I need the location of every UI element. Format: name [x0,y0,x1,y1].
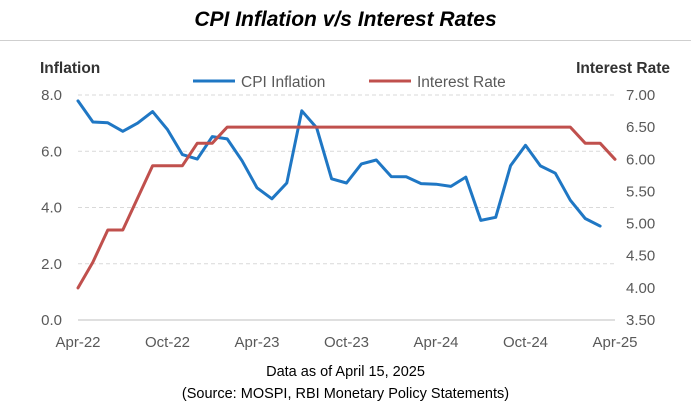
x-tick-label: Apr-23 [234,334,279,351]
x-tick-label: Apr-24 [413,334,458,351]
source-note: (Source: MOSPI, RBI Monetary Policy Stat… [181,386,510,402]
y-left-tick-label: 8.0 [41,87,62,104]
y-right-tick-label: 4.50 [626,248,655,265]
x-tick-label: Apr-22 [55,334,100,351]
x-tick-label: Apr-25 [592,334,637,351]
series-line-cpi-inflation [76,99,602,228]
legend-label-cpi: CPI Inflation [241,74,325,91]
y-right-tick-label: 7.00 [626,87,655,104]
y-right-tick-label: 4.00 [626,280,655,297]
data-date-note: Data as of April 15, 2025 [266,364,425,380]
title-bar: CPI Inflation v/s Interest Rates [0,0,691,41]
y-left-tick-label: 2.0 [41,256,62,273]
y-left-tick-label: 0.0 [41,312,62,329]
y-right-axis-title: Interest Rate [576,60,670,77]
y-right-tick-label: 6.50 [626,119,655,136]
series-line-interest-rate [76,125,617,290]
y-right-tick-label: 5.00 [626,216,655,233]
y-right-tick-label: 3.50 [626,312,655,329]
chart-title: CPI Inflation v/s Interest Rates [194,8,497,31]
x-tick-label: Oct-22 [145,334,190,351]
legend-label-rate: Interest Rate [417,74,506,91]
y-right-tick-label: 6.00 [626,151,655,168]
y-right-tick-label: 5.50 [626,183,655,200]
y-left-tick-label: 4.0 [41,200,62,217]
chart-plot: 0.0 2.0 4.0 6.0 8.0 3.50 4.00 4.50 5.00 5.50 6.00 6… [40,60,670,351]
y-left-axis-title: Inflation [40,60,100,77]
x-tick-label: Oct-23 [324,334,369,351]
x-tick-label: Oct-24 [503,334,548,351]
y-left-tick-label: 6.0 [41,143,62,160]
